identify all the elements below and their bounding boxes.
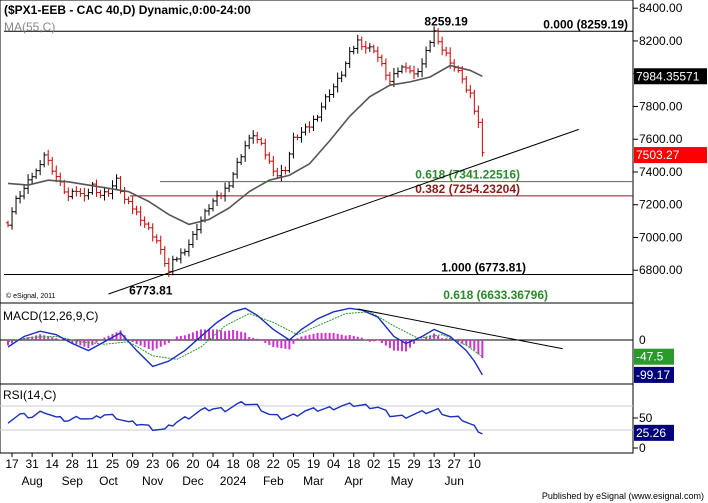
- x-tick-label: 08: [247, 457, 261, 471]
- x-tick-label: 06: [166, 457, 180, 471]
- x-period-label: Mar: [303, 474, 324, 488]
- x-period-label: Nov: [142, 474, 163, 488]
- price-annotation: 8259.19: [424, 14, 468, 28]
- x-period-label: 2024: [220, 474, 247, 488]
- x-tick-label: 20: [186, 457, 200, 471]
- x-period-label: Oct: [99, 474, 118, 488]
- fib-level-label: 0.618 (7341.22516): [415, 168, 520, 182]
- x-tick-label: 15: [387, 457, 401, 471]
- x-tick-label: 04: [206, 457, 220, 471]
- price-tick-label: 7600.00: [639, 132, 683, 146]
- x-tick-label: 10: [468, 457, 482, 471]
- x-tick-label: 23: [146, 457, 160, 471]
- macd-value-marker-label: -47.5: [636, 350, 664, 364]
- price-tick-label: 7800.00: [639, 99, 683, 113]
- fib-projection-label: 0.618 (6633.36796): [443, 288, 548, 302]
- x-tick-label: 31: [25, 457, 39, 471]
- x-period-label: Apr: [344, 474, 363, 488]
- macd-panel: [0, 302, 634, 385]
- macd-trendline: [357, 308, 563, 350]
- price-tick-label: 6800.00: [639, 263, 683, 277]
- price-tick-label: 8200.00: [639, 34, 683, 48]
- price-tick-label: 7200.00: [639, 198, 683, 212]
- macd-value-marker: [634, 348, 674, 365]
- x-period-label: Dec: [182, 474, 203, 488]
- ma-label: MA(55,C): [4, 20, 55, 34]
- x-tick-label: 05: [287, 457, 301, 471]
- x-tick-label: 27: [448, 457, 462, 471]
- macd-line: [7, 307, 483, 376]
- macd-value-marker-label: -99.17: [636, 368, 670, 382]
- x-tick-label: 25: [106, 457, 120, 471]
- ma55-line: [7, 64, 483, 226]
- rsi-panel: [0, 383, 634, 454]
- price-annotation: 6773.81: [129, 284, 173, 298]
- rsi-value-marker: [634, 424, 674, 441]
- rsi-tick-label: 50: [639, 411, 653, 425]
- rsi-tick-label: 0: [639, 441, 646, 455]
- footer-credit: Published by eSignal (www.esignal.com): [542, 491, 704, 501]
- x-tick-label: 18: [347, 457, 361, 471]
- x-tick-label: 18: [226, 457, 240, 471]
- x-tick-label: 17: [5, 457, 19, 471]
- x-tick-label: 09: [126, 457, 140, 471]
- x-tick-label: 19: [307, 457, 321, 471]
- price-value-marker: [634, 147, 707, 164]
- x-tick-label: 14: [46, 457, 60, 471]
- macd-signal-line: [7, 311, 483, 360]
- chart-title: ($PX1-EEB - CAC 40,D) Dynamic,0:00-24:00: [4, 3, 251, 17]
- x-period-label: Sep: [62, 474, 84, 488]
- rsi-title: RSI(14,C): [3, 388, 56, 402]
- x-tick-label: 11: [86, 457, 99, 471]
- x-tick-label: 02: [367, 457, 381, 471]
- x-tick-label: 28: [66, 457, 80, 471]
- x-period-label: Aug: [21, 474, 42, 488]
- x-tick-label: 13: [427, 457, 441, 471]
- price-value-marker: [634, 68, 707, 85]
- fib-level-label: 1.000 (6773.81): [441, 261, 526, 275]
- price-tick-label: 7400.00: [639, 165, 683, 179]
- macd-zero-label: 0: [639, 333, 646, 347]
- copyright-label: © eSignal, 2011: [6, 292, 56, 300]
- x-tick-label: 22: [267, 457, 281, 471]
- rsi-line: [7, 400, 483, 435]
- x-period-label: Feb: [263, 474, 284, 488]
- rsi-value-marker-label: 25.26: [636, 426, 666, 440]
- price-panel: [0, 0, 634, 304]
- x-tick-label: 29: [407, 457, 421, 471]
- x-period-label: Jun: [445, 474, 464, 488]
- macd-title: MACD(12,26,9,C): [3, 309, 98, 323]
- x-period-label: May: [391, 474, 414, 488]
- price-value-marker-label: 7503.27: [636, 148, 680, 162]
- x-tick-label: 04: [327, 457, 341, 471]
- price-tick-label: 8400.00: [639, 1, 683, 15]
- macd-value-marker: [634, 366, 674, 383]
- fib-level-label: 0.000 (8259.19): [543, 17, 628, 31]
- fib-level-label: 0.382 (7254.23204): [415, 182, 520, 196]
- price-tick-label: 7000.00: [639, 230, 683, 244]
- price-value-marker-label: 7984.35571: [636, 69, 700, 83]
- price-trendline: [108, 128, 580, 295]
